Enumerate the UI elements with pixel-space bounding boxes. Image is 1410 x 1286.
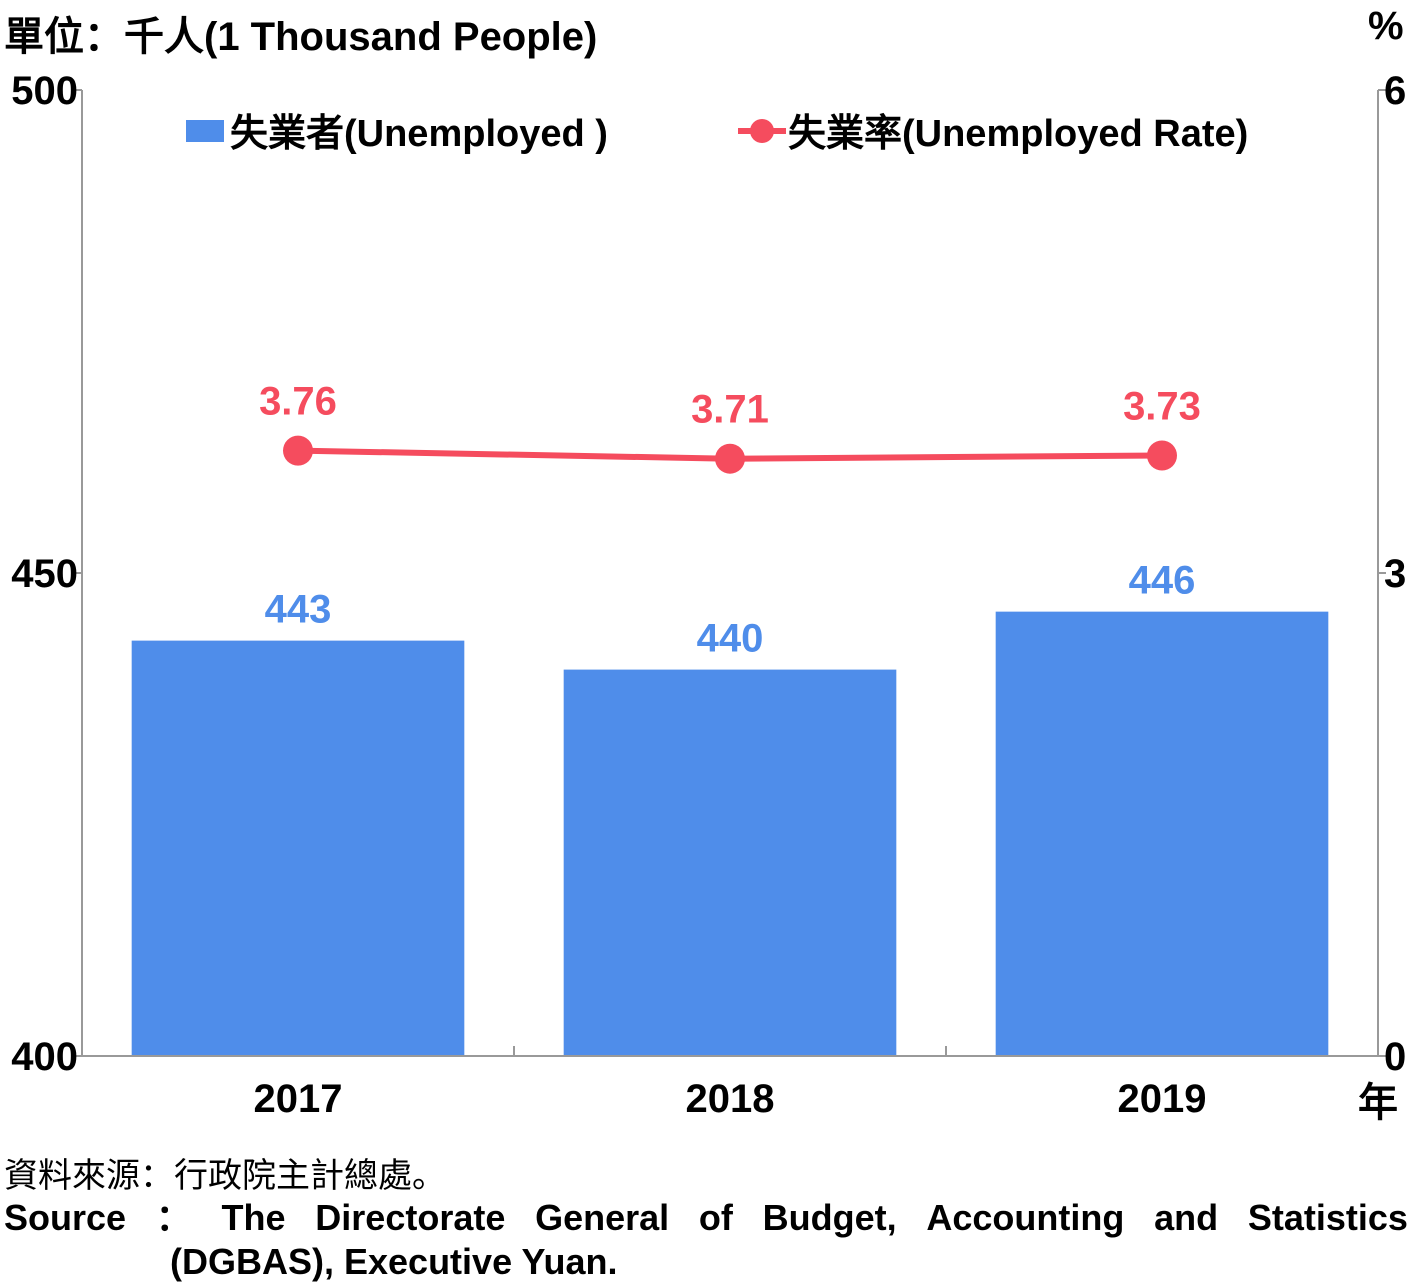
source-note-en-line2: (DGBAS), Executive Yuan. [170, 1241, 618, 1282]
left-axis-tick-label: 450 [11, 552, 78, 596]
bar-value-label: 446 [1129, 559, 1196, 603]
legend: 失業者(Unemployed ) 失業率(Unemployed Rate) [186, 113, 1248, 155]
bar-2017 [131, 640, 465, 1056]
left-axis-unit-label: 單位：千人(1 Thousand People) [4, 15, 598, 59]
right-axis-tick-label: 6 [1384, 69, 1406, 113]
rate-value-label: 3.71 [691, 388, 769, 432]
bar-value-label: 440 [697, 617, 764, 661]
chart-canvas: 400 450 500 0 3 6 2017 2018 2019 443 440 446 3.76 3.… [11, 69, 1406, 1121]
x-axis-tick-label: 2019 [1118, 1077, 1207, 1121]
data-labels: 443 440 446 3.76 3.71 3.73 [259, 380, 1201, 661]
right-axis-tick-label: 0 [1384, 1035, 1406, 1079]
source-word: The [221, 1197, 286, 1238]
source-note-en: Source ： The Directorate General of Budget, Acc… [4, 1196, 1408, 1284]
source-word: Statistics [1247, 1197, 1408, 1238]
legend-bar-label: 失業者(Unemployed ) [230, 113, 608, 155]
right-axis-tick-label: 3 [1384, 552, 1406, 596]
right-axis-unit-label: % [1368, 4, 1404, 48]
rate-value-label: 3.76 [259, 380, 337, 424]
left-axis-tick-label: 500 [11, 69, 78, 113]
source-word: and [1154, 1197, 1219, 1238]
bar-2018 [563, 669, 897, 1056]
rate-point-2019 [1147, 440, 1177, 471]
source-note-en-line1: Source ： The Directorate General of Budget, Acc… [4, 1196, 1408, 1240]
source-word: of [698, 1197, 733, 1238]
bar-value-label: 443 [265, 588, 332, 632]
source-word: Accounting [926, 1197, 1125, 1238]
legend-line-marker [750, 119, 774, 143]
x-axis-tick-label: 2018 [686, 1077, 775, 1121]
source-word: Source [4, 1197, 127, 1238]
x-axis-tick-label: 2017 [254, 1077, 343, 1121]
bar-2019 [995, 611, 1329, 1056]
source-word: Budget, [762, 1197, 897, 1238]
source-word: ： [155, 1197, 192, 1238]
bar-series [131, 611, 1329, 1056]
rate-value-label: 3.73 [1123, 384, 1201, 428]
left-axis-tick-label: 400 [11, 1035, 78, 1079]
rate-point-2018 [715, 443, 745, 474]
rate-point-2017 [283, 435, 313, 466]
axes: 400 450 500 0 3 6 2017 2018 2019 [11, 69, 1406, 1121]
legend-bar-swatch [186, 120, 224, 142]
x-axis-unit-label: 年 [1358, 1081, 1398, 1125]
source-word: General [535, 1197, 670, 1238]
source-word: Directorate [315, 1197, 506, 1238]
legend-line-label: 失業率(Unemployed Rate) [788, 113, 1248, 155]
line-series [283, 435, 1177, 474]
source-note-zh: 資料來源：行政院主計總處。 [4, 1157, 446, 1195]
